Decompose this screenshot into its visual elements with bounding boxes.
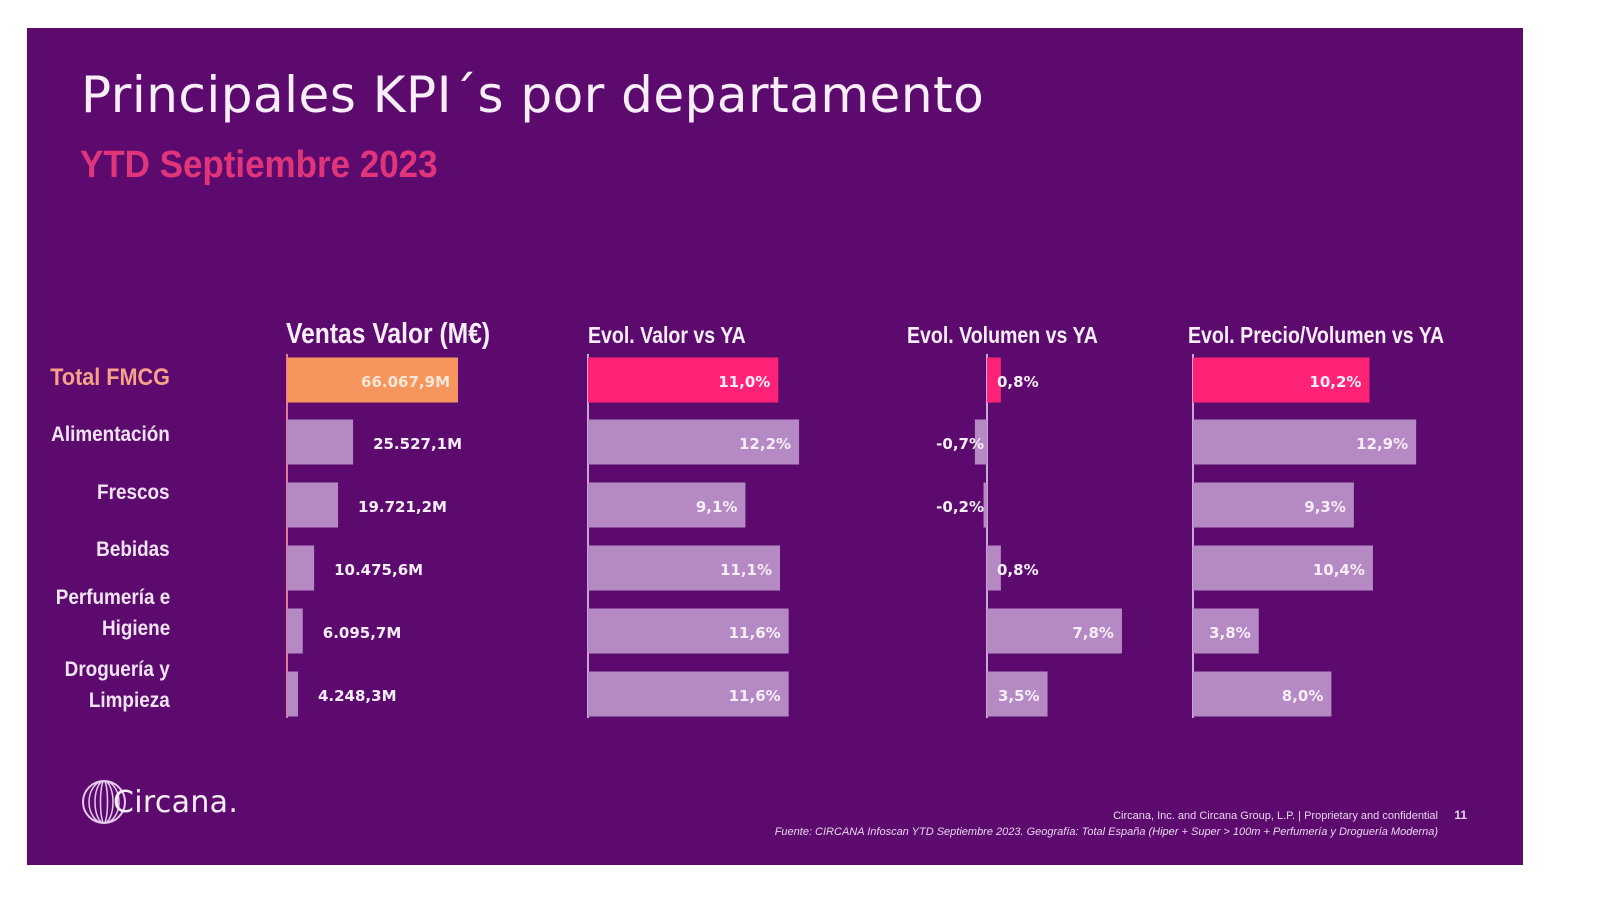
- data-label-ventas-4: 6.095,7M: [323, 624, 402, 642]
- data-label-ventas-0: 66.067,9M: [361, 373, 450, 391]
- data-label-evol-volumen-3: 0,8%: [997, 561, 1039, 579]
- chart-evol-volumen: 0,8% -0,7% -0,2% 0,8% 7,8% 3,5%: [936, 354, 1122, 718]
- circana-logo: Circana.: [81, 776, 238, 828]
- bar-ventas-4: [287, 608, 303, 654]
- bar-evol-valor-3: [588, 545, 781, 591]
- bar-ventas-2: [287, 482, 339, 528]
- chart-title-evol-volumen: Evol. Volumen vs YA: [907, 322, 1098, 348]
- data-label-evol-volumen-1: -0,7%: [936, 435, 984, 453]
- data-label-evol-volumen-4: 7,8%: [1072, 624, 1114, 642]
- row-label-line: Higiene: [101, 617, 170, 640]
- slide-subtitle: YTD Septiembre 2023: [80, 144, 438, 186]
- bar-evol-volumen-5: [987, 671, 1048, 717]
- footer-source: Fuente: CIRCANA Infoscan YTD Septiembre …: [774, 826, 1438, 838]
- bar-evol-precio-0: [1193, 357, 1370, 403]
- row-label-drogueria: Droguería y Limpieza: [65, 654, 170, 716]
- data-label-evol-valor-2: 9,1%: [696, 498, 738, 516]
- bar-evol-precio-4: [1193, 608, 1259, 654]
- row-label-line: Frescos: [97, 481, 170, 504]
- chart-title-ventas: Ventas Valor (M€): [286, 318, 491, 350]
- row-label-line: Bebidas: [96, 538, 170, 561]
- bar-evol-volumen-0: [987, 357, 1001, 403]
- data-label-ventas-5: 4.248,3M: [318, 687, 397, 705]
- bar-evol-valor-0: [588, 357, 779, 403]
- data-label-evol-volumen-0: 0,8%: [997, 373, 1039, 391]
- data-label-evol-valor-1: 12,2%: [739, 435, 791, 453]
- bar-ventas-1: [287, 419, 354, 465]
- row-label-alimentacion: Alimentación: [51, 419, 170, 450]
- bar-ventas-3: [287, 545, 315, 591]
- slide: Principales KPI´s por departamento YTD S…: [27, 28, 1523, 865]
- data-label-ventas-2: 19.721,2M: [358, 498, 447, 516]
- bar-evol-volumen-3: [987, 545, 1001, 591]
- row-label-total-fmcg: Total FMCG: [50, 362, 170, 393]
- bar-evol-precio-3: [1193, 545, 1373, 591]
- kpi-charts: 66.067,9M 25.527,1M 19.721,2M 10.475,6M 6.09…: [286, 354, 1417, 718]
- row-label-line: Limpieza: [89, 689, 170, 712]
- bar-evol-valor-2: [588, 482, 746, 528]
- data-label-evol-volumen-5: 3,5%: [998, 687, 1040, 705]
- bar-evol-valor-5: [588, 671, 789, 717]
- row-label-frescos: Frescos: [98, 477, 170, 508]
- data-label-evol-valor-0: 11,0%: [718, 373, 770, 391]
- bar-ventas-0: [287, 357, 458, 403]
- data-label-evol-volumen-2: -0,2%: [936, 498, 984, 516]
- data-label-evol-precio-2: 9,3%: [1304, 498, 1346, 516]
- bar-evol-precio-1: [1193, 419, 1417, 465]
- row-label-line: Alimentación: [51, 423, 170, 446]
- data-label-ventas-1: 25.527,1M: [373, 435, 462, 453]
- bar-evol-precio-5: [1193, 671, 1332, 717]
- row-label-perfumeria: Perfumería e Higiene: [55, 582, 170, 644]
- data-label-evol-valor-4: 11,6%: [729, 624, 781, 642]
- chart-ventas: 66.067,9M 25.527,1M 19.721,2M 10.475,6M 6.09…: [286, 354, 462, 718]
- bar-evol-volumen-4: [987, 608, 1122, 654]
- chart-evol-precio: 10,2% 12,9% 9,3% 10,4% 3,8% 8,0%: [1192, 354, 1417, 718]
- row-label-bebidas: Bebidas: [96, 534, 170, 565]
- data-label-ventas-3: 10.475,6M: [334, 561, 423, 579]
- bar-evol-precio-2: [1193, 482, 1354, 528]
- bar-evol-volumen-1: [974, 419, 987, 465]
- data-label-evol-precio-4: 3,8%: [1209, 624, 1251, 642]
- data-label-evol-precio-3: 10,4%: [1313, 561, 1365, 579]
- row-label-line: Perfumería e: [55, 586, 170, 609]
- logo-text: Circana.: [113, 784, 239, 820]
- data-label-evol-valor-5: 11,6%: [729, 687, 781, 705]
- bar-evol-valor-1: [588, 419, 800, 465]
- slide-title: Principales KPI´s por departamento: [81, 66, 985, 124]
- bar-evol-valor-4: [588, 608, 789, 654]
- circana-globe-icon: [82, 780, 126, 824]
- data-label-evol-valor-3: 11,1%: [720, 561, 772, 579]
- chart-title-evol-valor: Evol. Valor vs YA: [588, 322, 746, 348]
- footer-copyright: Circana, Inc. and Circana Group, L.P. | …: [1113, 810, 1438, 822]
- data-label-evol-precio-1: 12,9%: [1356, 435, 1408, 453]
- bar-evol-volumen-2: [983, 482, 987, 528]
- bar-ventas-5: [287, 671, 298, 717]
- data-label-evol-precio-5: 8,0%: [1282, 687, 1324, 705]
- data-label-evol-precio-0: 10,2%: [1309, 373, 1361, 391]
- page-number: 11: [1454, 808, 1467, 822]
- row-label-line: Droguería y: [64, 658, 170, 681]
- chart-evol-valor: 11,0% 12,2% 9,1% 11,1% 11,6% 11,6%: [587, 354, 800, 718]
- chart-title-evol-precio: Evol. Precio/Volumen vs YA: [1188, 322, 1445, 348]
- row-label-line: Total FMCG: [50, 364, 170, 391]
